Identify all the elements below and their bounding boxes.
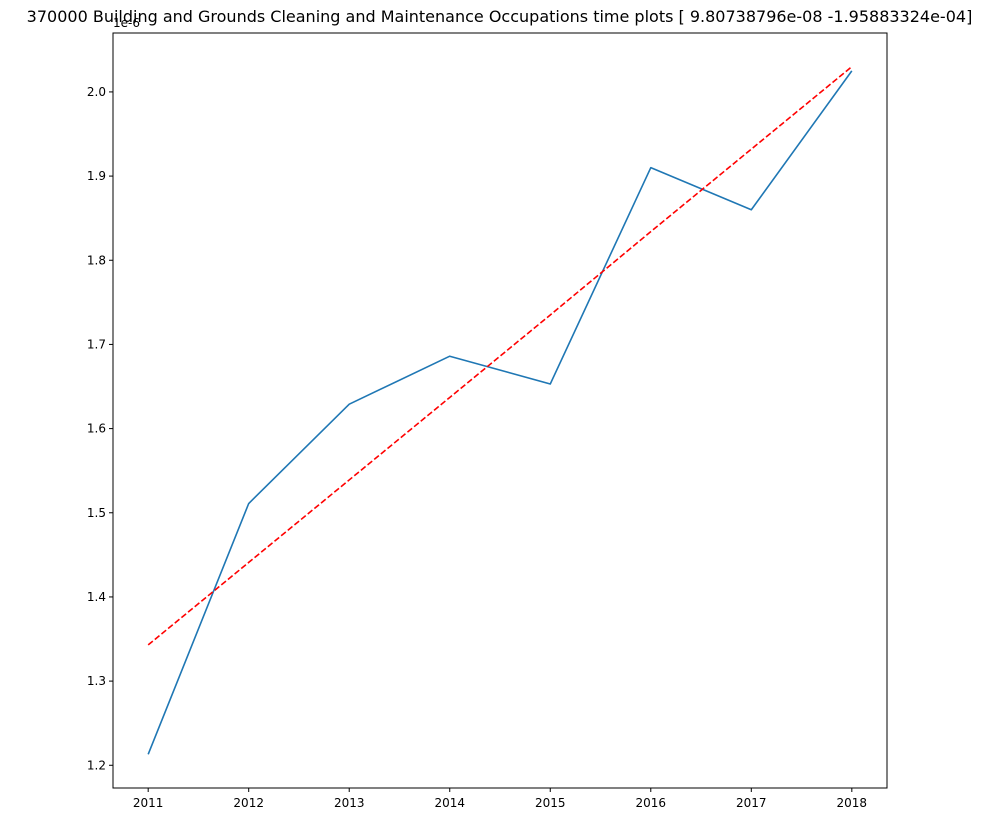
x-axis: 2011 2012 2013 2014 2015 2016 2017 2018 <box>133 788 867 810</box>
observed-series-line <box>147 70 853 755</box>
x-tick-label: 2014 <box>434 796 465 810</box>
y-tick-label: 1.2 <box>87 758 106 772</box>
y-tick-label: 1.9 <box>87 169 106 183</box>
y-tick-label: 1.7 <box>87 337 106 351</box>
y-tick-label: 1.3 <box>87 674 106 688</box>
x-tick-label: 2011 <box>133 796 164 810</box>
trend-series-line <box>147 66 853 646</box>
x-tick-label: 2012 <box>233 796 264 810</box>
plot-frame <box>112 32 888 789</box>
y-tick-label: 1.8 <box>87 253 106 267</box>
plot-area <box>113 33 887 788</box>
x-tick-label: 2017 <box>736 796 767 810</box>
series-layer <box>147 66 853 755</box>
y-tick-label: 1.5 <box>87 506 106 520</box>
y-tick-label: 1.4 <box>87 590 106 604</box>
y-offset-label: 1e-6 <box>113 16 140 30</box>
x-tick-label: 2015 <box>535 796 566 810</box>
chart-title: 370000 Building and Grounds Cleaning and… <box>27 7 973 26</box>
y-tick-label: 2.0 <box>87 85 106 99</box>
x-tick-label: 2016 <box>636 796 667 810</box>
y-axis: 1.2 1.3 1.4 1.5 1.6 1.7 1.8 1.9 2.0 <box>87 85 113 772</box>
y-tick-label: 1.6 <box>87 422 106 436</box>
x-tick-label: 2018 <box>837 796 868 810</box>
x-tick-label: 2013 <box>334 796 365 810</box>
